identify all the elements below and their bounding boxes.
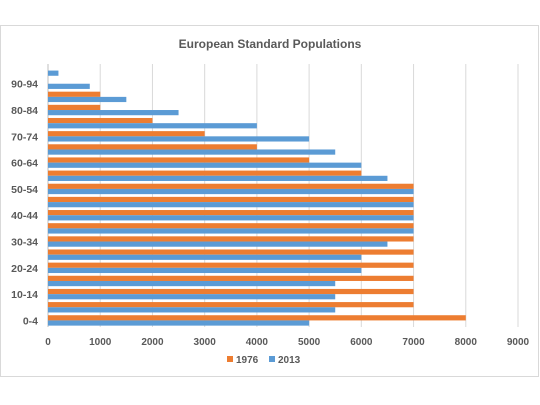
bar-1976-45-49 — [48, 196, 414, 203]
y-category-label: 10-14 — [11, 289, 38, 301]
bar-2013-30-34 — [48, 241, 388, 247]
bar-1976-30-34 — [48, 236, 414, 242]
bar-2013-45-49 — [48, 202, 414, 208]
bar-2013-35-39 — [48, 228, 414, 234]
x-tick-label: 6000 — [350, 337, 373, 348]
bar-2013-85-89 — [48, 96, 127, 103]
bar-2013-60-64 — [48, 162, 362, 168]
bar-2013-95+ — [48, 70, 59, 76]
legend-swatch-2013 — [269, 356, 275, 362]
x-tick-label: 9000 — [507, 337, 530, 348]
y-category-label: 70-74 — [11, 131, 38, 143]
bar-2013-55-59 — [48, 175, 388, 181]
x-tick-label: 8000 — [455, 337, 478, 348]
y-category-label: 40-44 — [11, 210, 38, 222]
bar-2013-50-54 — [48, 188, 414, 195]
bar-1976-80-84 — [48, 104, 101, 111]
y-category-label: 30-34 — [11, 237, 38, 249]
y-category-label: 0-4 — [23, 315, 38, 327]
bar-1976-25-29 — [48, 249, 414, 255]
bar-1976-65-69 — [48, 144, 257, 150]
bar-2013-65-69 — [48, 149, 336, 155]
chart-title: European Standard Populations — [179, 37, 362, 51]
legend-label-1976: 1976 — [236, 355, 259, 366]
bar-2013-5-9 — [48, 307, 336, 313]
x-tick-label: 7000 — [402, 337, 425, 348]
bar-1976-35-39 — [48, 223, 414, 229]
gridlines — [47, 64, 519, 327]
bar-1976-20-24 — [48, 262, 414, 268]
bar-1976-70-74 — [48, 131, 205, 137]
bar-2013-15-19 — [48, 280, 336, 287]
bar-1976-60-64 — [48, 157, 310, 163]
bar-2013-70-74 — [48, 136, 310, 142]
bar-1976-40-44 — [48, 210, 414, 216]
x-tick-label: 5000 — [298, 337, 321, 348]
bar-1976-55-59 — [48, 170, 362, 176]
y-category-label: 50-54 — [11, 184, 38, 196]
legend-swatch-1976 — [227, 356, 233, 362]
x-tick-label: 1000 — [89, 337, 112, 348]
bar-1976-0-4 — [48, 315, 466, 321]
bar-1976-15-19 — [48, 275, 414, 281]
bar-2013-90-94 — [48, 83, 90, 89]
bar-2013-40-44 — [48, 215, 414, 221]
x-tick-label: 3000 — [194, 337, 217, 348]
x-tick-label: 2000 — [141, 337, 164, 348]
bars — [48, 70, 466, 326]
y-category-label: 90-94 — [11, 79, 38, 91]
y-category-label: 60-64 — [11, 158, 38, 170]
bar-1976-10-14 — [48, 288, 414, 295]
bar-2013-10-14 — [48, 294, 336, 300]
bar-1976-50-54 — [48, 183, 414, 189]
x-tick-label: 0 — [45, 337, 51, 348]
bar-chart: European Standard Populations 0 1000 2000 3… — [11, 37, 529, 366]
y-category-label: 20-24 — [11, 263, 38, 275]
legend: 1976 2013 — [227, 355, 301, 366]
x-axis-ticks: 0 1000 2000 3000 4000 5000 6000 7000 8000 9000 — [45, 337, 529, 348]
bar-2013-20-24 — [48, 267, 362, 274]
y-axis-categories: 0-4 10-14 20-24 30-34 40-44 50-54 60-64 70-74 80… — [11, 79, 38, 328]
bar-1976-85-89 — [48, 91, 101, 97]
bar-2013-80-84 — [48, 110, 179, 116]
bar-1976-75-79 — [48, 117, 153, 124]
bar-1976-5-9 — [48, 302, 414, 308]
legend-label-2013: 2013 — [278, 355, 301, 366]
bar-2013-0-4 — [48, 320, 310, 326]
x-tick-label: 4000 — [246, 337, 269, 348]
chart-frame: European Standard Populations 0 1000 2000 3… — [0, 25, 539, 377]
bar-2013-25-29 — [48, 254, 362, 260]
y-category-label: 80-84 — [11, 105, 38, 117]
bar-2013-75-79 — [48, 123, 257, 129]
